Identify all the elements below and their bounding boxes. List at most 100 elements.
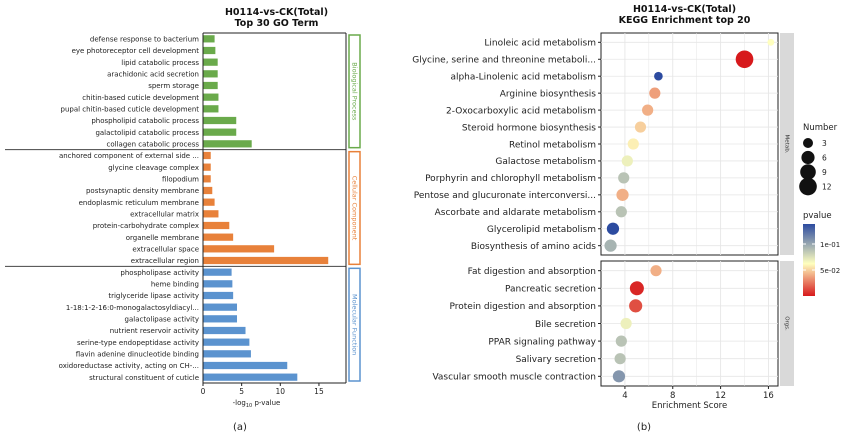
kegg-point	[642, 104, 654, 116]
go-bar	[203, 268, 232, 276]
kegg-x-tick-label: 12	[715, 391, 726, 401]
go-x-axis-label-subscript: 10	[246, 403, 252, 409]
go-bar	[203, 350, 251, 358]
go-bar	[203, 373, 298, 381]
size-legend-title: Number	[803, 123, 838, 133]
kegg-term-label: PPAR signaling pathway	[488, 337, 596, 347]
kegg-term-label: Arginine biosynthesis	[500, 89, 597, 99]
go-category-label: nutrient reservoir activity	[110, 327, 199, 335]
go-x-tick-label: 5	[239, 387, 244, 396]
kegg-term-label: Bile secretion	[535, 320, 596, 330]
kegg-point	[650, 265, 662, 277]
go-bar	[203, 163, 211, 171]
kegg-term-label: Salivary secretion	[516, 355, 596, 365]
color-legend-tick-label: 5e-02	[820, 267, 840, 275]
go-bar	[203, 233, 234, 241]
go-category-label: flavin adenine dinucleotide binding	[76, 350, 199, 358]
go-bar	[203, 46, 216, 55]
go-bar	[203, 326, 246, 335]
go-category-label: pupal chitin-based cuticle development	[61, 105, 200, 113]
kegg-point	[767, 38, 775, 46]
size-legend-label: 6	[822, 154, 827, 163]
go-bar	[203, 291, 234, 300]
go-category-label: oxidoreductase activity, acting on CH-..…	[59, 362, 199, 370]
go-group-strip	[348, 150, 361, 266]
go-category-label: filopodium	[162, 175, 199, 183]
kegg-point	[621, 155, 633, 167]
go-bar	[203, 245, 275, 253]
kegg-term-label: Vascular smooth muscle contraction	[432, 373, 596, 383]
go-category-label: organelle membrane	[126, 234, 199, 242]
color-legend-tick-label: 1e-01	[820, 241, 840, 249]
go-group-strip-label: Molecular Function	[351, 294, 359, 355]
panel-a-caption: (a)	[233, 422, 247, 433]
size-legend-circle	[801, 150, 815, 165]
kegg-term-label: Steroid hormone biosynthesis	[462, 123, 596, 133]
kegg-term-label: Glycerolipid metabolism	[487, 225, 596, 235]
go-bar	[203, 81, 218, 90]
kegg-point	[612, 370, 626, 383]
kegg-term-label: Linoleic acid metabolism	[484, 39, 596, 49]
go-bar	[203, 221, 230, 230]
go-group-strip	[348, 34, 361, 149]
go-bar	[203, 140, 252, 148]
go-bar	[203, 361, 288, 370]
go-category-label: extracellular matrix	[130, 210, 199, 218]
go-category-label: galactolipid catabolic process	[95, 129, 199, 137]
kegg-x-tick-label: 4	[622, 391, 627, 401]
size-legend-label: 3	[822, 139, 827, 148]
size-legend-label: 12	[822, 183, 832, 192]
go-bar	[203, 256, 329, 265]
kegg-term-label: alpha-Linolenic acid metabolism	[450, 73, 596, 83]
kegg-chart-title: H0114-vs-CK(Total)	[633, 4, 736, 15]
go-category-label: defense response to bacterium	[90, 35, 199, 43]
go-category-label: postsynaptic density membrane	[86, 187, 199, 195]
go-bar	[203, 186, 213, 195]
size-legend-circle	[800, 164, 816, 180]
go-group-strip-label: Biological Process	[351, 62, 359, 121]
go-chart-subtitle: Top 30 GO Term	[235, 18, 319, 29]
go-bar	[203, 175, 211, 183]
kegg-term-label: Biosynthesis of amino acids	[471, 242, 596, 252]
go-bar	[203, 315, 238, 323]
kegg-point	[604, 239, 617, 252]
kegg-point	[627, 138, 639, 150]
go-category-label: heme binding	[151, 280, 199, 288]
kegg-point	[654, 71, 663, 81]
go-category-label: phospholipase activity	[120, 269, 199, 277]
kegg-point	[614, 353, 626, 365]
kegg-chart-subtitle: KEGG Enrichment top 20	[619, 15, 751, 26]
kegg-point	[649, 87, 661, 99]
go-category-label: sperm storage	[148, 82, 199, 90]
kegg-point	[634, 121, 647, 133]
go-category-label: chitin-based cuticle development	[82, 94, 199, 102]
kegg-point	[615, 206, 627, 218]
go-category-label: serine-type endopeptidase activity	[77, 339, 199, 347]
go-bar	[203, 303, 238, 311]
go-bar	[203, 93, 219, 101]
go-category-label: galactolipase activity	[125, 315, 199, 323]
go-category-label: arachidonic acid secretion	[107, 70, 199, 78]
kegg-term-label: Pentose and glucuronate interconversi...	[414, 191, 596, 201]
go-category-label: phospholipid catabolic process	[91, 117, 199, 125]
go-bar	[203, 70, 218, 78]
go-category-label: structural constituent of cuticle	[89, 374, 199, 382]
go-bar	[203, 128, 237, 136]
size-legend-circle	[802, 137, 814, 149]
kegg-x-axis-label: Enrichment Score	[652, 401, 727, 411]
color-legend-bar	[803, 224, 815, 296]
go-bar	[203, 280, 233, 288]
go-category-label: 1-18:1-2-16:0-monogalactosyldiacyl...	[66, 304, 199, 312]
kegg-panel-strip-label: Orgs.	[784, 316, 790, 331]
kegg-term-label: Porphyrin and chlorophyll metabolism	[425, 174, 596, 184]
kegg-x-tick-label: 8	[670, 391, 675, 401]
go-category-label: extracellular space	[132, 245, 199, 253]
go-bar	[203, 58, 218, 66]
go-group-strip	[348, 267, 361, 382]
kegg-point	[735, 50, 754, 69]
go-x-axis-label: -log10 p-value	[233, 399, 281, 409]
go-category-label: anchored component of external side ...	[59, 152, 199, 160]
kegg-point	[620, 317, 632, 330]
